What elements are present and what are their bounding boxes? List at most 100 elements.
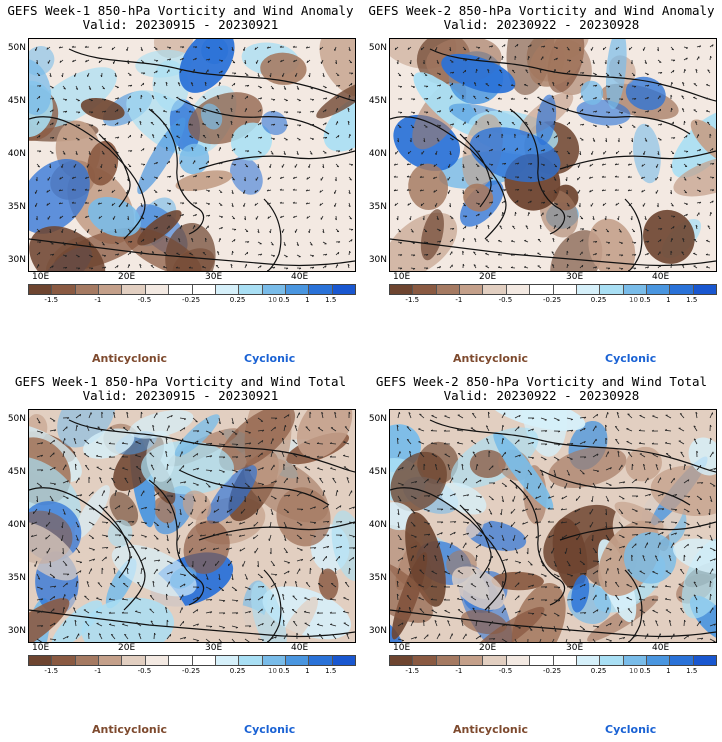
coastline [178, 98, 330, 135]
lon-label: 30E [205, 643, 223, 653]
colorbar-tick-label: -1.5 [44, 296, 59, 304]
colorbar-tick-label: -0.5 [498, 667, 513, 675]
lat-label: 45N [7, 96, 26, 106]
lat-label: 40N [7, 149, 26, 159]
coastline [539, 98, 691, 135]
map-canvas [29, 39, 355, 271]
colorbar-swatch [693, 656, 717, 665]
colorbar-ticks: -1.5 -1 -0.5 -0.25 0.25 0.5 1 1.5 [389, 296, 715, 306]
coastline [198, 150, 355, 170]
colorbar-ticks: -1.5 -1 -0.5 -0.25 0.25 0.5 1 1.5 [28, 667, 354, 677]
colorbar-scale-label: 10 [629, 667, 638, 675]
lat-label: 45N [368, 96, 387, 106]
coastline [559, 521, 716, 541]
colorbar-swatch [169, 285, 193, 294]
colorbar-tick-label: 1 [305, 296, 310, 304]
lat-label: 40N [368, 520, 387, 530]
colorbar [28, 655, 356, 666]
colorbar-tick-label: 0.25 [229, 296, 246, 304]
lat-label: 35N [368, 573, 387, 583]
colorbar-swatch [413, 285, 437, 294]
lon-label: 30E [566, 643, 584, 653]
lon-label: 40E [291, 272, 309, 282]
lon-label: 40E [652, 643, 670, 653]
colorbar-tick-label: 1.5 [325, 667, 337, 675]
lon-label: 20E [118, 272, 136, 282]
colorbar-swatch [262, 656, 286, 665]
colorbar-swatch [99, 285, 123, 294]
anticyclonic-label: Anticyclonic [92, 723, 168, 736]
panel-valid-dates: Valid: 20230922 - 20230928 [443, 388, 640, 403]
colorbar-tick-label: 0.25 [590, 296, 607, 304]
coastline [390, 116, 507, 240]
coastline [178, 469, 330, 506]
coastline [68, 419, 355, 473]
colorbar-swatch [75, 285, 100, 294]
colorbar-tick-label: -1 [94, 296, 102, 304]
colorbar-swatch [309, 656, 333, 665]
colorbar-swatch [75, 656, 100, 665]
colorbar-swatch [413, 656, 437, 665]
lat-label: 30N [368, 626, 387, 636]
colorbar-tick-label: 1 [305, 667, 310, 675]
panel-title: GEFS Week-2 850-hPa Vorticity and Wind T… [375, 374, 708, 389]
colorbar-swatch [29, 285, 53, 294]
colorbar-tick-label: -0.5 [498, 296, 513, 304]
lon-label: 10E [393, 643, 411, 653]
colorbar-tick-label: 0.5 [639, 667, 651, 675]
colorbar-swatch [52, 656, 76, 665]
coastline [29, 116, 146, 240]
lon-label: 20E [118, 643, 136, 653]
map-canvas [390, 39, 716, 271]
colorbar-tick-label: -0.25 [542, 667, 562, 675]
colorbar-swatch [390, 656, 414, 665]
colorbar-swatch [623, 285, 647, 294]
colorbar-swatch [646, 285, 671, 294]
colorbar-swatch [99, 656, 123, 665]
colorbar-tick-label: 1 [666, 296, 671, 304]
lat-label: 50N [368, 414, 387, 424]
colorbar-tick-label: 0.5 [639, 296, 651, 304]
colorbar-tick-label: -1 [455, 296, 463, 304]
coastline [390, 487, 507, 611]
colorbar-swatch [576, 656, 601, 665]
vorticity-map [28, 409, 356, 643]
colorbar-swatch [506, 656, 531, 665]
colorbar-swatch [215, 656, 240, 665]
vorticity-map [389, 409, 717, 643]
colorbar-tick-label: 0.25 [590, 667, 607, 675]
lat-label: 30N [7, 626, 26, 636]
colorbar-swatch [309, 285, 333, 294]
coastline [29, 609, 355, 638]
lon-label: 40E [291, 643, 309, 653]
panel-week1-total: GEFS Week-1 850-hPa Vorticity and Wind T… [0, 371, 361, 742]
lat-label: 45N [368, 467, 387, 477]
colorbar-swatch [285, 656, 310, 665]
colorbar-swatch [436, 285, 461, 294]
colorbar-swatch [285, 285, 310, 294]
colorbar-tick-label: -0.5 [137, 296, 152, 304]
coastline [624, 198, 643, 271]
colorbar-swatch [600, 285, 624, 294]
colorbar-swatch [262, 285, 286, 294]
colorbar-swatch [169, 656, 193, 665]
colorbar-swatch [693, 285, 717, 294]
colorbar-scale-label: 10 [268, 296, 277, 304]
panel-week2-total: GEFS Week-2 850-hPa Vorticity and Wind T… [361, 371, 722, 742]
coastline [98, 504, 131, 579]
colorbar-tick-label: -1.5 [405, 296, 420, 304]
lon-label: 10E [393, 272, 411, 282]
coastline [390, 609, 716, 638]
colorbar-tick-label: -0.25 [181, 667, 201, 675]
cyclonic-label: Cyclonic [605, 723, 657, 736]
lat-label: 50N [368, 43, 387, 53]
colorbar-ticks: -1.5 -1 -0.5 -0.25 0.25 0.5 1 1.5 [389, 667, 715, 677]
colorbar-tick-label: -1.5 [44, 667, 59, 675]
coastline [459, 133, 492, 208]
lat-label: 30N [368, 255, 387, 265]
lat-label: 35N [7, 202, 26, 212]
lat-label: 50N [7, 414, 26, 424]
lat-label: 30N [7, 255, 26, 265]
colorbar-swatch [215, 285, 240, 294]
colorbar-swatch [506, 285, 531, 294]
